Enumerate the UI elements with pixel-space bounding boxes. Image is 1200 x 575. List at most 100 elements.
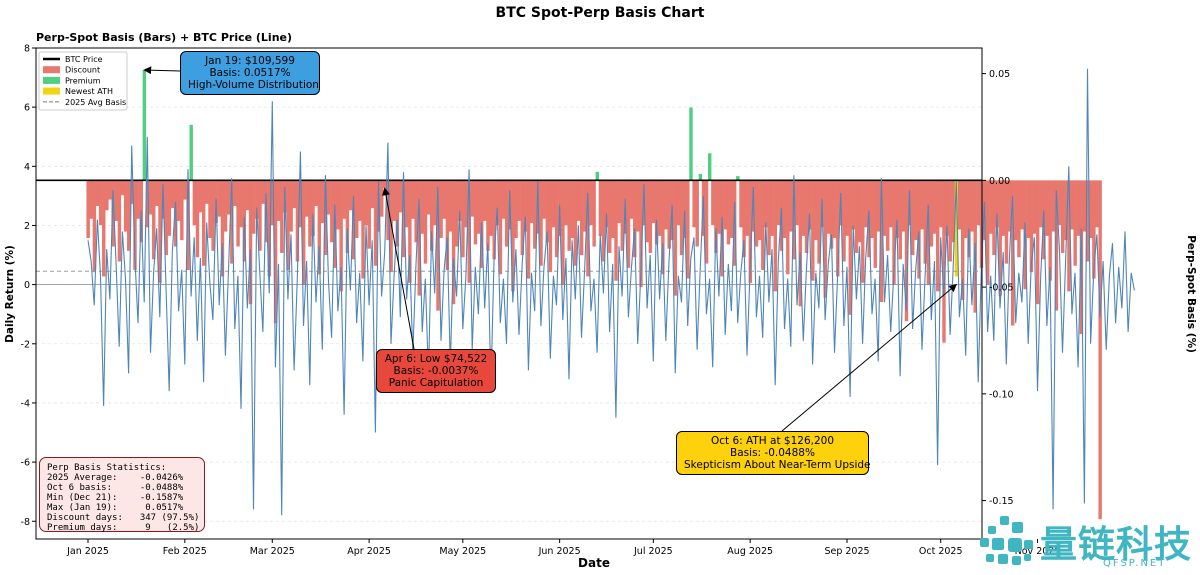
basis-bar xyxy=(395,180,400,247)
basis-bar xyxy=(648,180,653,253)
basis-bar xyxy=(326,180,331,215)
callout-apr-line3: Panic Capitulation xyxy=(388,377,484,389)
basis-bar xyxy=(345,180,350,253)
basis-bar xyxy=(255,180,259,219)
callout-apr-line2: Basis: -0.0037% xyxy=(393,365,479,377)
basis-bar xyxy=(401,180,406,258)
basis-bar xyxy=(529,180,534,224)
basis-bar xyxy=(1095,180,1099,228)
basis-bar xyxy=(654,180,659,245)
legend-swatch xyxy=(43,66,60,74)
basis-bar xyxy=(686,180,690,279)
basis-bar xyxy=(1067,180,1071,292)
basis-bar xyxy=(417,180,421,296)
basis-bar xyxy=(1039,180,1043,228)
y-tick-label-left: -6 xyxy=(21,458,30,469)
basis-bar xyxy=(611,180,615,238)
basis-bar xyxy=(170,180,175,209)
basis-bar xyxy=(854,180,859,253)
basis-bar xyxy=(842,180,846,262)
basis-bar xyxy=(330,180,334,243)
basis-bar xyxy=(551,180,556,228)
y-tick-label-left: -2 xyxy=(21,339,30,350)
x-tick-label: Oct 2025 xyxy=(919,546,963,557)
basis-bar xyxy=(142,69,147,181)
x-tick-label: Sep 2025 xyxy=(824,546,869,557)
basis-bar xyxy=(158,180,162,283)
basis-bar xyxy=(636,180,640,232)
basis-bar xyxy=(314,180,318,206)
basis-bar xyxy=(111,180,115,247)
basis-bar xyxy=(136,180,140,219)
basis-bar xyxy=(667,180,671,249)
basis-bar xyxy=(370,180,375,209)
basis-bar xyxy=(458,180,462,221)
callout-arrow-oct xyxy=(781,283,958,432)
price-line-path xyxy=(87,68,1135,516)
basis-bar xyxy=(573,180,578,266)
basis-bar xyxy=(123,180,128,232)
basis-bar xyxy=(408,180,412,283)
basis-bar xyxy=(152,180,156,260)
basis-bar xyxy=(601,180,606,262)
basis-bar xyxy=(661,180,665,275)
basis-bar xyxy=(882,180,887,236)
watermark-text: 量链科技 xyxy=(1040,523,1192,566)
basis-bar xyxy=(886,180,890,251)
basis-bar xyxy=(145,180,150,228)
basis-bar xyxy=(861,180,865,283)
basis-bar xyxy=(1082,180,1087,232)
basis-bar xyxy=(298,180,303,228)
basis-bar xyxy=(879,180,884,303)
x-tick-label: Jan 2025 xyxy=(66,546,109,557)
stats-row: Discount days: 347 (97.5%) xyxy=(47,513,204,523)
basis-bar xyxy=(98,180,103,226)
basis-bar xyxy=(951,180,956,243)
basis-bar xyxy=(1048,180,1052,281)
basis-bar xyxy=(782,180,787,238)
basis-bar xyxy=(804,180,809,253)
basis-bar xyxy=(739,180,743,228)
basis-bar xyxy=(105,180,109,211)
basis-bar xyxy=(770,180,774,236)
basis-bar xyxy=(545,180,550,243)
basis-bar xyxy=(467,180,471,283)
basis-bar xyxy=(1098,180,1102,520)
basis-bar xyxy=(426,180,431,215)
callout-arrows xyxy=(143,66,958,432)
basis-bar xyxy=(767,180,771,256)
basis-bar xyxy=(102,180,106,277)
basis-bar xyxy=(420,180,425,234)
basis-bar xyxy=(629,180,634,219)
basis-bar xyxy=(367,180,371,249)
basis-bar xyxy=(130,180,134,204)
basis-bar xyxy=(592,180,596,247)
basis-bar xyxy=(117,180,122,262)
basis-bar xyxy=(964,180,968,238)
basis-bar xyxy=(658,180,662,236)
basis-bar xyxy=(1051,180,1056,232)
basis-bar xyxy=(355,180,359,238)
basis-bar xyxy=(579,180,584,256)
basis-bar xyxy=(970,180,974,232)
basis-bar xyxy=(217,180,222,217)
legend-label: BTC Price xyxy=(65,55,103,64)
basis-bar xyxy=(736,176,740,181)
y-tick-label-right: 0.05 xyxy=(989,69,1010,80)
basis-bar xyxy=(1054,180,1059,311)
basis-bar xyxy=(358,180,362,221)
basis-bar xyxy=(754,180,759,247)
basis-bar xyxy=(339,180,343,292)
basis-bar xyxy=(486,180,490,251)
basis-bar xyxy=(470,180,475,217)
basis-bar xyxy=(995,180,999,228)
stats-key: Premium days: xyxy=(47,523,118,533)
chart-title: BTC Spot-Perp Basis Chart xyxy=(496,5,705,21)
basis-bar xyxy=(195,180,200,258)
stats-row: Min (Dec 21): -0.1587% xyxy=(47,493,204,503)
x-tick-label: Aug 2025 xyxy=(727,546,773,557)
basis-bar xyxy=(1032,180,1037,234)
basis-bar xyxy=(461,180,465,258)
y-tick-label-left: 6 xyxy=(24,103,30,114)
